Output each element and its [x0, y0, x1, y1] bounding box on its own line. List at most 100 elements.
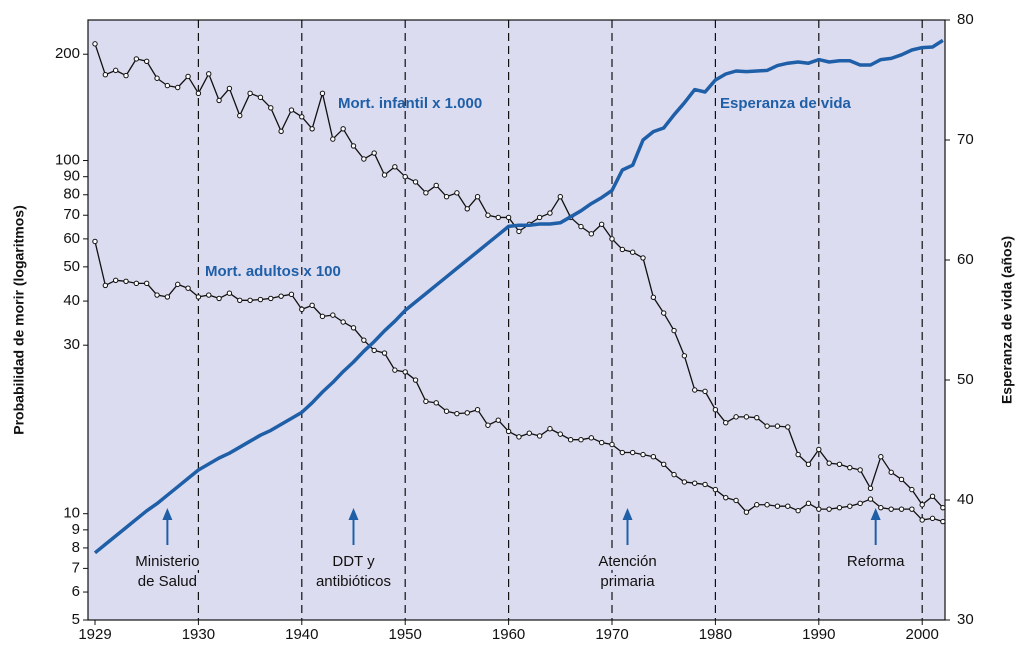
data-point — [412, 377, 419, 383]
data-point — [609, 236, 615, 242]
data-point — [609, 441, 615, 448]
data-point — [516, 434, 522, 440]
y-tick-label: 7 — [72, 559, 80, 576]
data-point — [381, 350, 388, 356]
y-tick-label: 70 — [63, 206, 80, 223]
data-point — [268, 105, 274, 111]
data-point — [164, 82, 171, 89]
data-point — [133, 56, 140, 62]
data-point — [443, 408, 450, 414]
annotation-background — [844, 552, 908, 570]
data-point — [661, 461, 667, 467]
data-point — [350, 143, 357, 149]
y-tick-label: 10 — [63, 505, 80, 522]
data-point — [940, 518, 946, 525]
data-point — [629, 449, 636, 456]
data-point — [816, 446, 822, 453]
data-point — [692, 387, 698, 393]
data-point — [309, 302, 315, 309]
data-point — [619, 246, 626, 253]
y-tick-label: 40 — [63, 292, 80, 309]
data-point — [237, 112, 243, 119]
data-point — [598, 221, 605, 227]
y-tick-label: 6 — [72, 583, 80, 600]
data-point — [123, 72, 129, 79]
data-point — [557, 431, 563, 437]
data-point — [578, 436, 584, 443]
data-point — [857, 467, 863, 473]
data-point — [692, 480, 698, 486]
data-point — [588, 435, 595, 441]
data-point — [268, 295, 274, 302]
data-point — [505, 428, 512, 435]
annotation-arrowhead — [622, 508, 633, 520]
data-point — [516, 228, 522, 235]
data-point — [878, 504, 884, 511]
data-point — [671, 471, 677, 478]
data-point — [454, 410, 460, 417]
data-point — [216, 97, 222, 104]
y2-tick-label: 40 — [957, 491, 974, 508]
data-point — [764, 502, 770, 508]
data-point — [847, 464, 853, 471]
data-point — [133, 280, 140, 287]
y-tick-label: 8 — [72, 539, 80, 556]
data-point — [278, 293, 284, 299]
data-point — [340, 319, 346, 325]
data-point — [836, 504, 843, 511]
data-point — [909, 506, 915, 512]
y2-tick-label: 30 — [957, 611, 974, 628]
data-point — [836, 461, 843, 467]
y2-tick-label: 50 — [957, 371, 974, 388]
data-point — [661, 310, 667, 316]
y-tick-label: 90 — [63, 168, 80, 185]
data-point — [733, 414, 739, 420]
data-point — [723, 419, 729, 426]
data-point — [392, 164, 398, 170]
data-point — [319, 313, 326, 320]
data-point — [888, 506, 894, 512]
data-point — [92, 41, 98, 47]
data-point — [144, 280, 150, 287]
data-point — [526, 430, 532, 436]
data-point — [371, 150, 377, 156]
annotation-arrowhead — [162, 508, 173, 520]
data-point — [154, 292, 160, 298]
data-point — [743, 509, 750, 515]
x-tick-label: 1980 — [699, 626, 732, 643]
data-point — [795, 507, 801, 514]
data-point — [547, 210, 553, 216]
data-point — [474, 406, 481, 413]
data-point — [754, 414, 760, 421]
data-point — [309, 126, 315, 132]
data-point — [433, 400, 439, 406]
data-point — [557, 193, 563, 200]
data-point — [650, 294, 657, 300]
data-point — [102, 72, 109, 78]
y-tick-label: 100 — [55, 152, 80, 169]
data-point — [712, 486, 719, 493]
y-tick-label: 200 — [55, 45, 80, 62]
data-point — [433, 182, 439, 189]
annotation-text: Reforma — [847, 553, 905, 570]
data-point — [278, 128, 284, 134]
data-point — [505, 214, 512, 221]
data-point — [826, 460, 832, 466]
data-point — [257, 94, 264, 101]
data-point — [299, 114, 305, 120]
data-point — [112, 277, 119, 284]
data-point — [257, 296, 264, 303]
life-expectancy-line — [93, 38, 944, 555]
data-point — [423, 398, 429, 405]
data-point — [299, 306, 305, 313]
data-point — [175, 84, 181, 91]
data-point — [598, 439, 605, 446]
data-point — [712, 406, 719, 413]
y2-tick-label: 60 — [957, 251, 974, 268]
data-point — [485, 422, 491, 428]
data-point — [288, 107, 295, 113]
data-point — [195, 294, 202, 300]
data-point — [774, 503, 781, 509]
y-tick-label: 9 — [72, 521, 80, 538]
